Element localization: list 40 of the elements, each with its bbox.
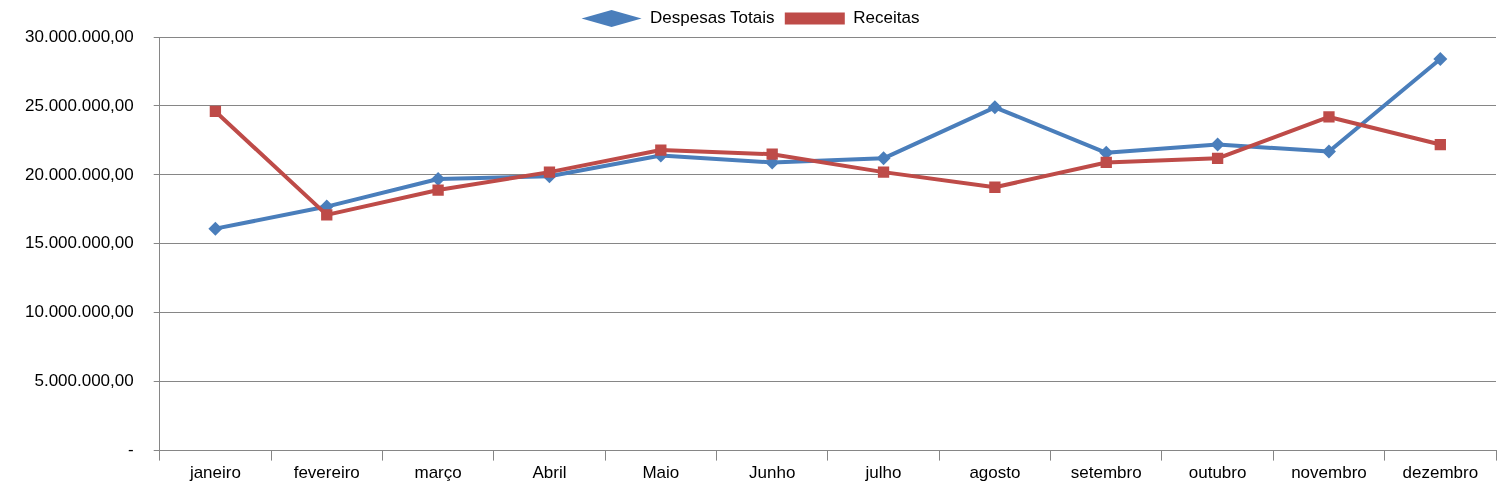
x-tick-label: setembro	[1070, 463, 1142, 483]
y-tick-label: 30.000.000,00	[25, 26, 134, 46]
x-tick-label: Junho	[749, 463, 796, 483]
point	[431, 172, 446, 186]
point	[766, 148, 778, 160]
x-tick-label: julho	[864, 463, 902, 483]
point	[987, 100, 1002, 115]
y-tick-label: 10.000.000,00	[25, 302, 134, 322]
x-tick-label: fevereiro	[293, 463, 360, 483]
point	[1321, 144, 1336, 159]
point	[1210, 137, 1225, 152]
y-tick-label: -	[128, 440, 134, 460]
x-tick-label: dezembro	[1402, 463, 1479, 483]
legend-label: Receitas	[853, 8, 920, 28]
point	[1433, 52, 1448, 67]
x-tick-label: agosto	[969, 463, 1021, 483]
point	[1211, 152, 1224, 164]
x-tick-label: Abril	[532, 463, 567, 483]
x-tick-label: Maio	[642, 463, 680, 483]
point	[321, 209, 333, 221]
y-tick-label: 20.000.000,00	[25, 164, 134, 184]
x-tick-label: janeiro	[188, 463, 241, 483]
y-tick-label: 15.000.000,00	[25, 233, 134, 253]
point	[209, 105, 222, 118]
point	[989, 181, 1001, 193]
x-tick-label: novembro	[1291, 463, 1367, 483]
point	[208, 221, 223, 236]
x-tick-label: março	[414, 463, 462, 483]
point	[1100, 156, 1112, 169]
point	[655, 144, 667, 156]
x-tick-label: outubro	[1188, 463, 1247, 483]
point	[1434, 138, 1446, 151]
y-tick-label: 25.000.000,00	[25, 95, 134, 115]
legend-label: Despesas Totais	[650, 8, 775, 28]
point	[877, 166, 890, 178]
y-tick-label: 5.000.000,00	[34, 371, 134, 391]
point	[543, 166, 556, 178]
point	[876, 151, 891, 166]
point	[1323, 111, 1335, 123]
point	[432, 184, 444, 196]
